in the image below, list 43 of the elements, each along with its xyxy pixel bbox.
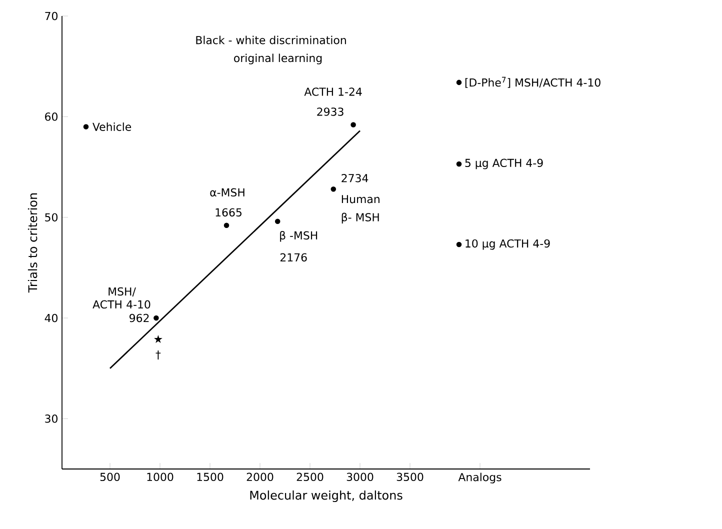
annotation: Human bbox=[342, 195, 380, 204]
point bbox=[456, 242, 462, 248]
point bbox=[83, 124, 89, 130]
annotation: 5 μg ACTH 4-9 bbox=[465, 158, 543, 170]
point bbox=[350, 122, 356, 128]
annotation: MSH/ ACTH 4-10 bbox=[92, 287, 150, 309]
y-tick-label: 60 bbox=[45, 112, 58, 121]
point bbox=[330, 186, 336, 192]
point bbox=[456, 80, 462, 86]
x-tick-label: 1500 bbox=[197, 472, 224, 482]
annotation: † bbox=[156, 350, 161, 360]
x-tick-label: Analogs bbox=[458, 472, 502, 484]
y-tick-label: 40 bbox=[44, 314, 58, 322]
y-tick-label: 50 bbox=[45, 213, 58, 222]
point bbox=[456, 161, 462, 167]
annotation: ★ bbox=[154, 335, 162, 343]
y-axis-title: Trials to criterion bbox=[28, 193, 38, 293]
y-tick-label: 70 bbox=[45, 12, 58, 20]
annotation: Vehicle bbox=[92, 122, 132, 131]
annotation: [D-Phe$^{7}$] MSH/ACTH 4-10 bbox=[465, 76, 600, 88]
annotation: 2933 bbox=[317, 108, 344, 116]
text: original learning bbox=[234, 54, 322, 64]
x-tick-label: 2000 bbox=[246, 472, 274, 482]
annotation: α-MSH bbox=[210, 188, 244, 197]
annotation: ACTH 1-24 bbox=[304, 88, 362, 96]
x-tick-label: 3500 bbox=[396, 472, 424, 482]
x-tick-label: 3000 bbox=[346, 472, 374, 482]
annotation: 10 μg ACTH 4-9 bbox=[466, 239, 550, 250]
x-axis-title: Molecular weight, daltons bbox=[250, 490, 402, 502]
annotation: 2734 bbox=[342, 174, 368, 182]
point bbox=[224, 222, 230, 228]
text: Black - white discrimination bbox=[196, 36, 346, 44]
y-tick-label: 30 bbox=[45, 414, 58, 423]
annotation: β- MSH bbox=[342, 212, 379, 224]
point bbox=[154, 315, 159, 321]
annotation: 962 bbox=[130, 314, 149, 322]
point bbox=[274, 218, 280, 224]
x-tick-label: 500 bbox=[100, 472, 120, 482]
annotation: 2176 bbox=[280, 253, 307, 262]
annotation: β -MSH bbox=[280, 231, 318, 242]
annotation: 1665 bbox=[216, 208, 242, 217]
x-tick-label: 2500 bbox=[296, 472, 324, 482]
x-tick-label: 1000 bbox=[147, 472, 174, 482]
